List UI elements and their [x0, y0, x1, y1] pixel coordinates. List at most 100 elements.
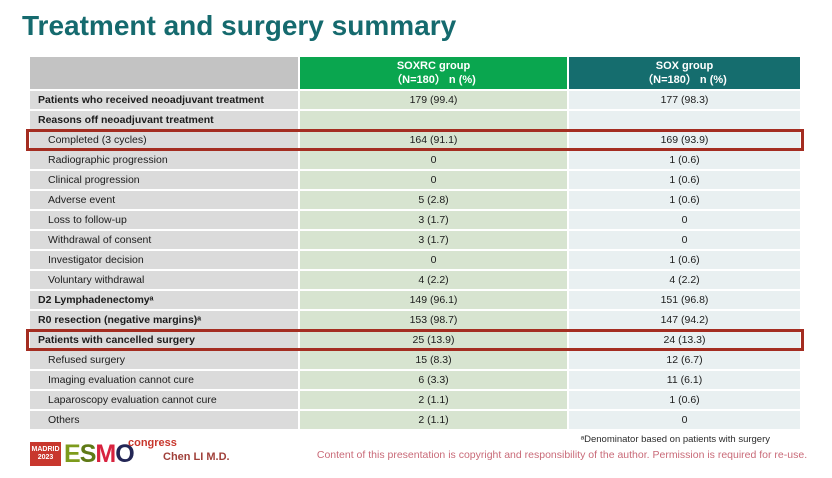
row-label: Withdrawal of consent	[48, 234, 152, 246]
row-label: Others	[48, 414, 80, 426]
row-label: Loss to follow-up	[48, 214, 127, 226]
row-label-cell: Patients with cancelled surgery	[30, 331, 298, 349]
row-label-cell: R0 resection (negative margins)ᵃ	[30, 311, 298, 329]
table-row: Imaging evaluation cannot cure 6 (3.3) 1…	[30, 371, 800, 389]
soxrc-value-cell: 0	[300, 171, 567, 189]
row-label: Completed (3 cycles)	[48, 134, 147, 146]
soxrc-value: 3 (1.7)	[418, 234, 449, 246]
soxrc-value-cell: 153 (98.7)	[300, 311, 567, 329]
sox-value: 0	[681, 414, 688, 426]
soxrc-value-cell: 3 (1.7)	[300, 231, 567, 249]
row-label: Patients who received neoadjuvant treatm…	[38, 94, 264, 106]
soxrc-value: 4 (2.2)	[418, 274, 449, 286]
soxrc-value-cell: 5 (2.8)	[300, 191, 567, 209]
row-label-cell: Refused surgery	[30, 351, 298, 369]
sox-value-cell: 12 (6.7)	[569, 351, 800, 369]
row-label: Investigator decision	[48, 254, 144, 266]
sox-value: 147 (94.2)	[660, 314, 709, 326]
sox-value-cell: 1 (0.6)	[569, 171, 800, 189]
sox-value-cell: 1 (0.6)	[569, 391, 800, 409]
header-sox-group: SOX group （N=180） n (%)	[569, 57, 800, 89]
row-label-cell: Loss to follow-up	[30, 211, 298, 229]
badge-city: MADRID	[31, 445, 60, 453]
soxrc-value: 2 (1.1)	[418, 394, 449, 406]
row-label-cell: Reasons off neoadjuvant treatment	[30, 111, 298, 129]
row-label-cell: Patients who received neoadjuvant treatm…	[30, 91, 298, 109]
table-row: Laparoscopy evaluation cannot cure 2 (1.…	[30, 391, 800, 409]
sox-value: 1 (0.6)	[669, 174, 700, 186]
table-row: Completed (3 cycles) 164 (91.1) 169 (93.…	[26, 129, 804, 151]
soxrc-value: 0	[430, 254, 437, 266]
soxrc-value: 164 (91.1)	[409, 134, 458, 146]
row-label-cell: Radiographic progression	[30, 151, 298, 169]
row-label: Patients with cancelled surgery	[38, 334, 195, 346]
row-label: R0 resection (negative margins)ᵃ	[38, 314, 202, 326]
header-sox-name: SOX group	[655, 59, 714, 72]
table-row: Clinical progression 0 1 (0.6)	[30, 171, 800, 189]
table-row: Reasons off neoadjuvant treatment	[30, 111, 800, 129]
denominator-footnote: ᵃDenominator based on patients with surg…	[580, 434, 770, 445]
soxrc-value: 15 (8.3)	[415, 354, 452, 366]
sox-value-cell: 147 (94.2)	[569, 311, 800, 329]
sox-value-cell: 169 (93.9)	[569, 131, 800, 149]
row-label-cell: Adverse event	[30, 191, 298, 209]
header-sox-sub: （N=180） n (%)	[642, 74, 727, 86]
header-soxrc-sub: （N=180） n (%)	[391, 74, 476, 86]
row-label: Adverse event	[48, 194, 116, 206]
soxrc-value-cell: 0	[300, 151, 567, 169]
row-label: Reasons off neoadjuvant treatment	[38, 114, 214, 126]
table-row: Voluntary withdrawal 4 (2.2) 4 (2.2)	[30, 271, 800, 289]
soxrc-value-cell: 4 (2.2)	[300, 271, 567, 289]
row-label-cell: Laparoscopy evaluation cannot cure	[30, 391, 298, 409]
soxrc-value: 149 (96.1)	[409, 294, 458, 306]
table-row: Refused surgery 15 (8.3) 12 (6.7)	[30, 351, 800, 369]
sox-value-cell: 0	[569, 411, 800, 429]
sox-value-cell: 1 (0.6)	[569, 251, 800, 269]
row-label-cell: Investigator decision	[30, 251, 298, 269]
soxrc-value: 2 (1.1)	[418, 414, 449, 426]
sox-value-cell: 24 (13.3)	[569, 331, 800, 349]
table-header-row: SOXRC group （N=180） n (%) SOX group （N=1…	[30, 57, 800, 89]
congress-label: congress	[128, 437, 177, 449]
header-soxrc-name: SOXRC group	[396, 59, 471, 72]
soxrc-value: 153 (98.7)	[409, 314, 458, 326]
row-label-cell: Voluntary withdrawal	[30, 271, 298, 289]
soxrc-value: 6 (3.3)	[418, 374, 449, 386]
sox-value-cell: 1 (0.6)	[569, 191, 800, 209]
author-name: Chen LI M.D.	[163, 451, 230, 463]
sox-value: 169 (93.9)	[660, 134, 709, 146]
sox-value-cell: 0	[569, 211, 800, 229]
soxrc-value-cell: 2 (1.1)	[300, 411, 567, 429]
sox-value: 177 (98.3)	[660, 94, 709, 106]
sox-value: 24 (13.3)	[663, 334, 706, 346]
table-row: Investigator decision 0 1 (0.6)	[30, 251, 800, 269]
soxrc-value: 25 (13.9)	[412, 334, 455, 346]
sox-value: 12 (6.7)	[666, 354, 703, 366]
soxrc-value-cell: 15 (8.3)	[300, 351, 567, 369]
madrid-2023-badge: MADRID 2023	[30, 442, 61, 466]
sox-value: 1 (0.6)	[669, 194, 700, 206]
esmo-wordmark: ESMO	[64, 442, 135, 467]
soxrc-value-cell: 179 (99.4)	[300, 91, 567, 109]
header-empty-cell	[30, 57, 298, 89]
table-row: R0 resection (negative margins)ᵃ 153 (98…	[30, 311, 800, 329]
header-soxrc-group: SOXRC group （N=180） n (%)	[300, 57, 567, 89]
table-row: Radiographic progression 0 1 (0.6)	[30, 151, 800, 169]
sox-value: 11 (6.1)	[666, 374, 703, 386]
soxrc-value-cell: 0	[300, 251, 567, 269]
table-row: Adverse event 5 (2.8) 1 (0.6)	[30, 191, 800, 209]
soxrc-value: 3 (1.7)	[418, 214, 449, 226]
sox-value: 0	[681, 214, 688, 226]
soxrc-value-cell: 3 (1.7)	[300, 211, 567, 229]
row-label-cell: Clinical progression	[30, 171, 298, 189]
sox-value-cell: 177 (98.3)	[569, 91, 800, 109]
table-row: Patients who received neoadjuvant treatm…	[30, 91, 800, 109]
treatment-surgery-table: SOXRC group （N=180） n (%) SOX group （N=1…	[26, 57, 804, 431]
soxrc-value-cell: 2 (1.1)	[300, 391, 567, 409]
sox-value-cell: 0	[569, 231, 800, 249]
table-row: Withdrawal of consent 3 (1.7) 0	[30, 231, 800, 249]
sox-value: 151 (96.8)	[660, 294, 709, 306]
row-label: Radiographic progression	[48, 154, 168, 166]
soxrc-value: 0	[430, 154, 437, 166]
